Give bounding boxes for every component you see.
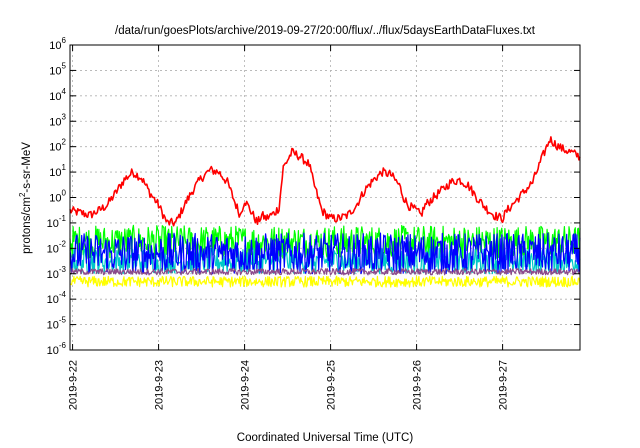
y-tick-label: 104 bbox=[49, 87, 66, 103]
x-tick-label: 2019-9-22 bbox=[68, 360, 80, 410]
y-tick-label: 101 bbox=[49, 163, 66, 179]
series-line bbox=[69, 136, 581, 227]
series-line bbox=[69, 275, 581, 288]
y-tick-label: 103 bbox=[49, 112, 66, 128]
y-tick-label: 10-5 bbox=[47, 316, 67, 332]
x-axis-label: Coordinated Universal Time (UTC) bbox=[237, 432, 414, 444]
series-layer bbox=[69, 136, 581, 288]
y-tick-label: 100 bbox=[49, 189, 66, 205]
y-tick-label: 105 bbox=[49, 61, 66, 77]
y-axis-label: protons/cm2-s-sr-MeV bbox=[18, 142, 33, 254]
series-line bbox=[69, 232, 581, 275]
grid bbox=[70, 45, 580, 350]
x-tick-label: 2019-9-25 bbox=[326, 360, 338, 410]
ticks: 10-6 10-5 10-4 10-3 10-2 10-1 100 101 102 103 104 1… bbox=[47, 36, 580, 410]
y-tick-label: 10-3 bbox=[47, 265, 67, 281]
y-tick-label: 10-4 bbox=[47, 290, 67, 306]
y-tick-label: 102 bbox=[49, 138, 66, 154]
x-tick-label: 2019-9-24 bbox=[240, 360, 252, 410]
y-tick-label: 10-6 bbox=[47, 341, 67, 357]
y-tick-label: 10-2 bbox=[47, 239, 67, 255]
x-tick-label: 2019-9-26 bbox=[412, 360, 424, 410]
y-tick-label: 106 bbox=[49, 36, 66, 52]
series-line bbox=[70, 268, 581, 276]
chart-title: /data/run/goesPlots/archive/2019-09-27/2… bbox=[115, 25, 536, 37]
x-tick-label: 2019-9-23 bbox=[154, 360, 166, 410]
y-tick-label: 10-1 bbox=[47, 214, 67, 230]
x-tick-label: 2019-9-27 bbox=[498, 360, 510, 410]
